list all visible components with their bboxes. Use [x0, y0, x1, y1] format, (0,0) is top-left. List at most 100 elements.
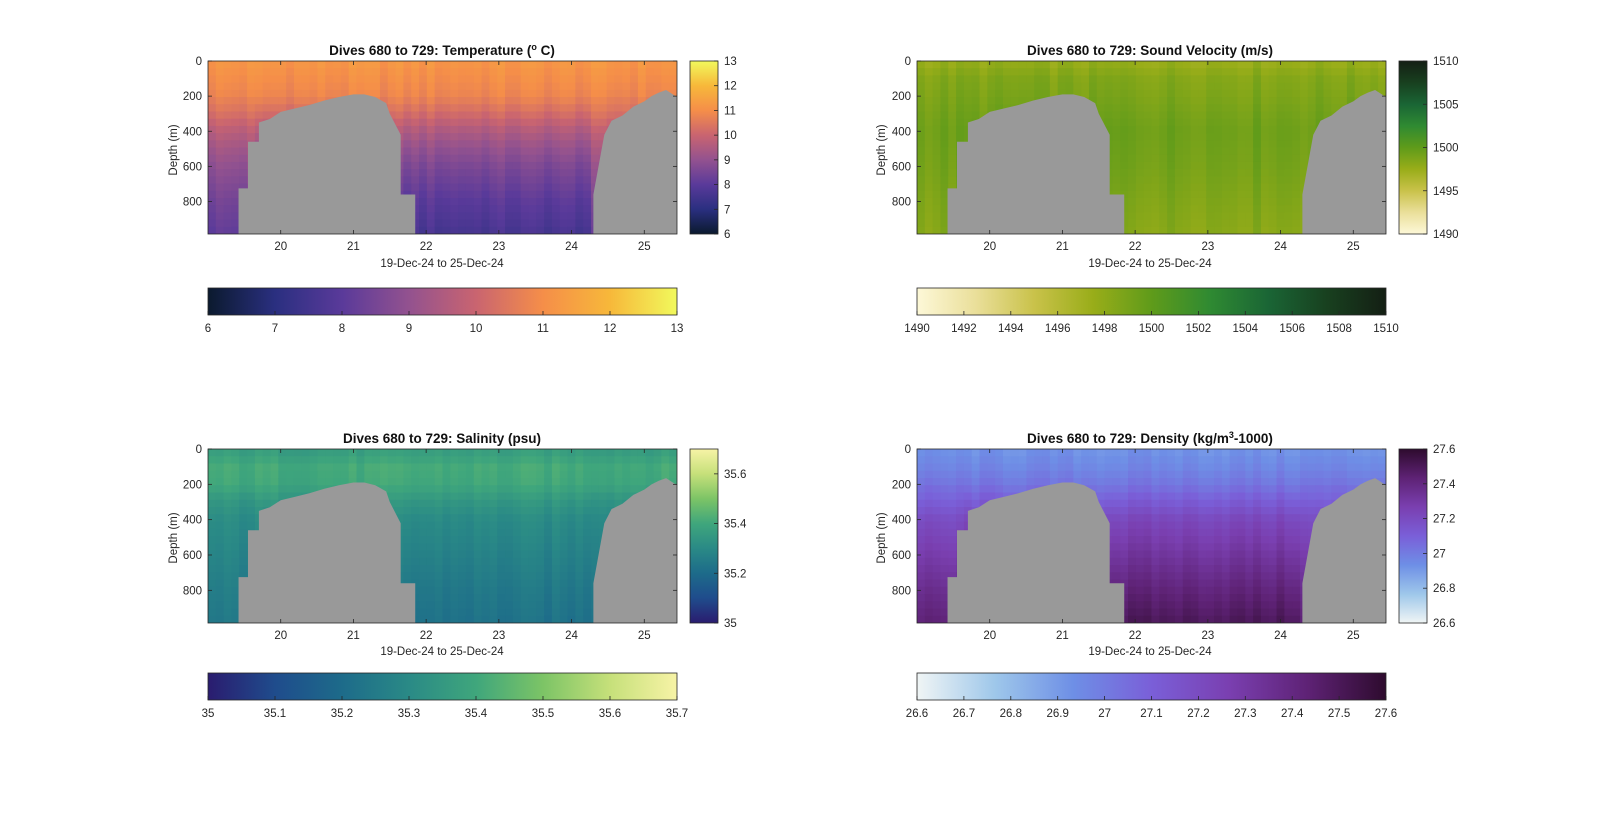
- salinity-heatmap-cell: [247, 492, 256, 501]
- sound-velocity-heatmap-cell: [932, 82, 942, 91]
- temperature-heatmap-cell: [575, 75, 584, 84]
- salinity-heatmap-cell: [645, 463, 655, 472]
- temperature-heatmap-cell: [231, 125, 240, 134]
- temperature-heatmap-cell: [419, 82, 428, 91]
- salinity-heatmap-cell: [559, 470, 569, 479]
- density-heatmap-cell: [932, 557, 942, 566]
- temperature-heatmap-cell: [395, 89, 405, 98]
- salinity-heatmap-cell: [473, 470, 483, 479]
- sound-velocity-heatmap-cell: [940, 125, 949, 134]
- salinity-heatmap-cell: [497, 543, 506, 552]
- temperature-heatmap-cell: [497, 61, 506, 69]
- density-heatmap-cell: [1042, 463, 1051, 472]
- salinity-heatmap-cell: [286, 478, 295, 486]
- temperature-heatmap-cell: [591, 89, 600, 98]
- sound-velocity-heatmap-cell: [1010, 97, 1020, 105]
- salinity-heatmap-cell: [583, 470, 592, 479]
- sound-velocity-heatmap-cell: [1206, 125, 1215, 134]
- temperature-heatmap-cell: [520, 111, 530, 120]
- sound-velocity-heatmap-cell: [956, 118, 965, 127]
- sound-velocity-heatmap-cell: [1221, 219, 1231, 228]
- salinity-heatmap-cell: [419, 615, 428, 623]
- temperature-heatmap-cell: [450, 125, 459, 134]
- temperature-heatmap-cell: [247, 89, 256, 98]
- sound-velocity-heatmap-cell: [924, 197, 934, 206]
- sound-velocity-heatmap-cell: [1206, 104, 1215, 113]
- salinity-heatmap-cell: [411, 521, 420, 530]
- sound-velocity-heatmap-cell: [1198, 75, 1207, 84]
- salinity-heatmap-cell: [559, 550, 569, 559]
- sound-velocity-heatmap-cell: [1214, 219, 1223, 228]
- density-heatmap-cell: [971, 499, 981, 508]
- salinity-heatmap-cell: [262, 470, 272, 479]
- density-heatmap-cell: [948, 543, 957, 552]
- temperature-colorbar-tick-label: 9: [724, 155, 730, 167]
- sound-velocity-heatmap-cell: [1174, 183, 1184, 192]
- temperature-heatmap-cell: [403, 68, 412, 77]
- temperature-heatmap-cell: [208, 111, 217, 120]
- sound-velocity-heatmap-cell: [1182, 97, 1192, 105]
- temperature-heatmap-cell: [528, 212, 537, 221]
- salinity-heatmap-cell: [387, 456, 397, 465]
- salinity-heatmap-cell: [575, 499, 584, 508]
- salinity-heatmap-cell: [325, 456, 334, 465]
- temperature-heatmap-cell: [598, 97, 608, 105]
- temperature-heatmap-cell: [458, 111, 467, 120]
- sound-velocity-heatmap-cell: [1378, 82, 1386, 91]
- salinity-heatmap-cell: [536, 543, 545, 552]
- temperature-heatmap-cell: [559, 154, 569, 163]
- temperature-heatmap-cell: [450, 111, 459, 120]
- salinity-heatmap-cell: [497, 521, 506, 530]
- salinity-heatmap-cell: [653, 456, 662, 465]
- salinity-seafloor-mask: [208, 478, 677, 623]
- sound-velocity-heatmap-cell: [1206, 118, 1215, 127]
- salinity-heatmap-cell: [458, 586, 467, 595]
- salinity-heatmap-cell: [395, 485, 405, 494]
- salinity-heatmap-cell: [356, 456, 365, 465]
- temperature-heatmap-cell: [575, 190, 584, 199]
- sound-velocity-heatmap-cell: [995, 89, 1004, 98]
- salinity-heatmap-cell: [583, 521, 592, 530]
- sound-velocity-heatmap-cell: [1245, 125, 1254, 134]
- sound-velocity-heatmap-cell: [932, 161, 942, 170]
- sound-velocity-heatmap-cell: [1268, 75, 1278, 84]
- temperature-heatmap-cell: [481, 97, 490, 105]
- temperature-heatmap-cell: [387, 104, 397, 113]
- sound-velocity-heatmap-cell: [1159, 89, 1168, 98]
- sound-velocity-heatmap-cell: [940, 75, 949, 84]
- sound-velocity-heatmap-cell: [1159, 61, 1168, 69]
- temperature-heatmap-cell: [536, 183, 545, 192]
- temperature-heatmap-cell: [489, 125, 498, 134]
- sound-velocity-heatmap-cell: [1120, 226, 1129, 234]
- sound-velocity-ytick-label: 0: [905, 56, 911, 68]
- sound-velocity-heatmap-cell: [1120, 140, 1129, 149]
- salinity-heatmap-cell: [309, 456, 319, 465]
- temperature-heatmap-cell: [551, 97, 561, 105]
- temperature-xtick-label: 21: [347, 241, 360, 253]
- temperature-heatmap-cell: [489, 61, 498, 69]
- sound-velocity-heatmap-cell: [1159, 226, 1168, 234]
- salinity-heatmap-cell: [450, 463, 459, 472]
- temperature-heatmap-cell: [497, 176, 506, 185]
- sound-velocity-heatmap-cell: [1331, 82, 1340, 91]
- salinity-heatmap-cell: [497, 507, 506, 515]
- density-heatmap-cell: [924, 586, 934, 595]
- sound-velocity-heatmap-cell: [924, 219, 934, 228]
- sound-velocity-heatmap-cell: [1128, 226, 1137, 234]
- salinity-heatmap-cell: [223, 507, 233, 515]
- sound-velocity-heatmap-cell: [1167, 226, 1176, 234]
- sound-velocity-heatmap-cell: [1128, 212, 1137, 221]
- sound-velocity-heatmap-cell: [1276, 154, 1285, 163]
- sound-velocity-heatmap-cell: [1034, 75, 1043, 84]
- temperature-heatmap-cell: [231, 61, 240, 69]
- temperature-heatmap-cell: [567, 197, 576, 206]
- sound-velocity-heatmap-cell: [932, 61, 942, 69]
- temperature-heatmap-cell: [575, 212, 584, 221]
- temperature-heatmap-cell: [387, 82, 397, 91]
- salinity-heatmap-cell: [411, 463, 420, 472]
- sound-velocity-heatmap-cell: [1315, 68, 1325, 77]
- density-heatmap-cell: [932, 514, 942, 523]
- temperature-heatmap-cell: [301, 75, 311, 84]
- temperature-heatmap-cell: [450, 82, 459, 91]
- sound-velocity-heatmap-cell: [1331, 89, 1340, 98]
